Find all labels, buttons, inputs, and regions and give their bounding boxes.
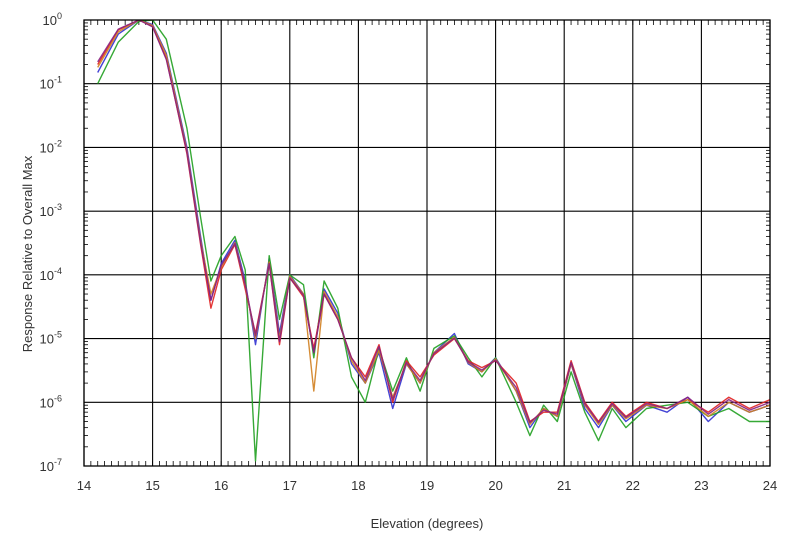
x-axis-title: Elevation (degrees) (371, 516, 484, 531)
plot-frame (83, 19, 771, 467)
x-tick-label: 23 (694, 478, 708, 493)
y-tick-label: 10-3 (40, 202, 62, 219)
y-tick-label: 10-6 (40, 393, 62, 410)
x-tick-label: 18 (351, 478, 365, 493)
series-line-2 (97, 20, 770, 462)
y-axis-title: Response Relative to Overall Max (20, 155, 35, 352)
x-tick-label: 20 (488, 478, 502, 493)
series-line-4 (97, 20, 770, 426)
y-tick-labels: 100 10-1 10-2 10-3 10-4 10-5 10-6 10-7 (40, 11, 62, 474)
x-tick-label: 19 (420, 478, 434, 493)
x-tick-label: 22 (626, 478, 640, 493)
y-tick-label: 10-5 (40, 330, 62, 347)
y-tick-label: 10-4 (40, 266, 62, 283)
x-tick-label: 17 (283, 478, 297, 493)
y-tick-label: 10-7 (40, 457, 62, 474)
y-tick-label: 10-2 (40, 138, 62, 155)
x-tick-labels: 14 15 16 17 18 19 20 21 22 23 24 (77, 478, 777, 493)
x-tick-label: 24 (763, 478, 777, 493)
y-tick-label: 100 (43, 11, 62, 28)
x-tick-label: 21 (557, 478, 571, 493)
series-line-5 (97, 20, 770, 424)
x-tick-label: 16 (214, 478, 228, 493)
x-tick-label: 15 (145, 478, 159, 493)
x-tick-label: 14 (77, 478, 91, 493)
y-tick-label: 10-1 (40, 75, 62, 92)
grid-lines (83, 19, 771, 467)
series-layer (97, 20, 770, 462)
